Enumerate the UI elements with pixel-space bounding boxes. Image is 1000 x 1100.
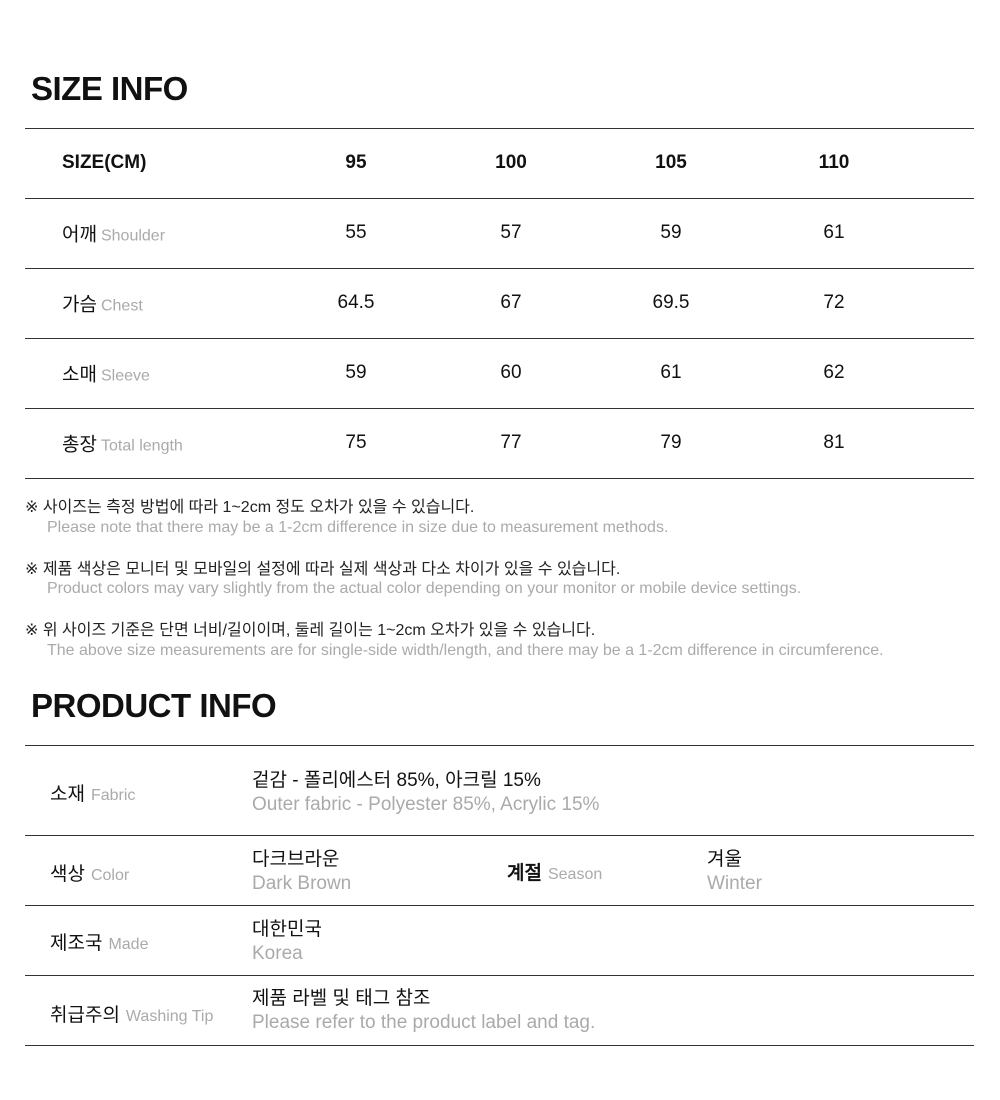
divider [25,835,974,836]
product-info-title: PRODUCT INFO [31,687,277,724]
cell: 81 [823,432,845,453]
fabric-label: 소재 Fabric [50,784,136,805]
divider [25,128,974,129]
divider [25,905,974,906]
divider [25,268,974,269]
season-value: 겨울 Winter [707,849,762,894]
cell: 61 [823,222,845,243]
cell: 72 [823,292,845,313]
size-100: 100 [495,152,527,173]
season-label: 계절 Season [507,863,603,884]
cell: 77 [500,432,522,453]
cell: 57 [500,222,522,243]
table-row: 소매 Sleeve 59 60 61 62 [25,338,974,408]
size-info-title: SIZE INFO [31,70,188,107]
washing-value: 제품 라벨 및 태그 참조 Please refer to the product… [252,988,596,1033]
fabric-value: 겉감 - 폴리에스터 85%, 아크릴 15% Outer fabric - Po… [252,770,600,815]
size-header-label: SIZE(CM) [62,152,147,173]
note-ko: ※ 위 사이즈 기준은 단면 너비/길이이며, 둘레 길이는 1~2cm 오차가… [25,622,596,639]
cell: 60 [500,362,522,383]
row-label: 총장 Total length [62,434,183,456]
size-header-row: SIZE(CM) 95 100 105 110 [25,128,974,198]
row-label: 가슴 Chest [62,294,143,316]
cell: 64.5 [337,292,375,313]
size-95: 95 [345,152,367,173]
made-value: 대한민국 Korea [252,919,322,964]
row-label: 어깨 Shoulder [62,224,166,246]
divider [25,338,974,339]
cell: 59 [345,362,367,383]
note-ko: ※ 사이즈는 측정 방법에 따라 1~2cm 정도 오차가 있을 수 있습니다. [25,499,475,516]
cell: 61 [660,362,682,383]
cell: 59 [660,222,682,243]
note-en: Please note that there may be a 1-2cm di… [47,519,669,536]
divider [25,975,974,976]
table-row: 어깨 Shoulder 55 57 59 61 [25,198,974,268]
made-label: 제조국 Made [50,933,149,954]
cell: 75 [345,432,367,453]
row-label: 소매 Sleeve [62,364,150,386]
table-row: 가슴 Chest 64.5 67 69.5 72 [25,268,974,338]
table-row: 총장 Total length 75 77 79 81 [25,408,974,478]
note-en: Product colors may vary slightly from th… [47,580,802,597]
divider [25,198,974,199]
note-ko: ※ 제품 색상은 모니터 및 모바일의 설정에 따라 실제 색상과 다소 차이가… [25,561,621,578]
divider [25,745,974,746]
note-en: The above size measurements are for sing… [47,642,884,659]
cell: 69.5 [652,292,690,313]
size-105: 105 [655,152,687,173]
color-value: 다크브라운 Dark Brown [252,849,352,894]
cell: 62 [823,362,845,383]
divider [25,478,974,479]
washing-label: 취급주의 Washing Tip [50,1005,214,1026]
divider [25,1045,974,1046]
cell: 79 [660,432,682,453]
color-label: 색상 Color [50,864,130,885]
size-110: 110 [818,152,850,173]
divider [25,408,974,409]
cell: 67 [500,292,522,313]
cell: 55 [345,222,367,243]
